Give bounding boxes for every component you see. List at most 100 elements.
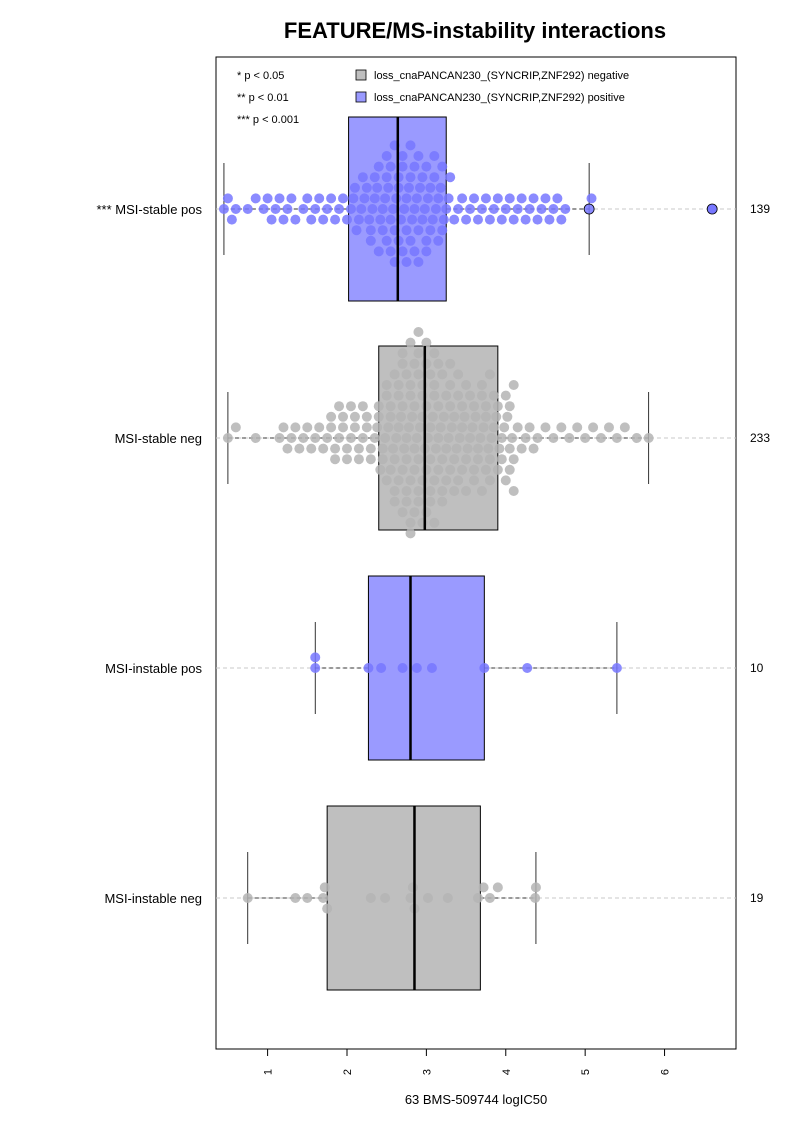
data-point — [461, 454, 472, 465]
data-point — [409, 358, 420, 369]
data-point — [353, 443, 364, 454]
data-point — [381, 380, 392, 390]
data-point — [580, 433, 591, 443]
data-point — [619, 422, 630, 433]
data-point — [429, 380, 440, 390]
data-point — [376, 663, 387, 673]
data-point — [530, 893, 541, 903]
data-point — [380, 433, 391, 443]
data-point — [286, 193, 297, 204]
data-point — [381, 172, 392, 183]
data-point — [359, 193, 370, 204]
data-point — [377, 443, 388, 454]
data-point — [484, 454, 495, 465]
data-point — [330, 214, 341, 225]
data-point — [413, 486, 424, 496]
sig-legend-1: * p < 0.05 — [237, 70, 284, 82]
data-point — [345, 433, 356, 443]
group-2: MSI-instable pos 10 — [105, 575, 764, 761]
data-point — [421, 246, 432, 257]
data-point — [385, 214, 396, 225]
data-point — [407, 214, 418, 225]
data-point — [492, 464, 503, 475]
sig-legend-3: *** p < 0.001 — [237, 114, 299, 126]
data-point — [500, 475, 511, 486]
data-point — [363, 663, 374, 673]
data-point — [480, 401, 491, 412]
data-point — [365, 225, 376, 236]
data-point — [282, 443, 293, 454]
data-point — [449, 214, 460, 225]
data-point — [437, 496, 448, 507]
data-point — [397, 663, 408, 673]
data-point — [373, 411, 384, 422]
data-point — [443, 433, 454, 443]
data-point — [472, 214, 483, 225]
data-point — [338, 193, 349, 204]
data-point — [532, 433, 543, 443]
data-point — [453, 369, 464, 380]
data-point — [425, 225, 436, 236]
data-point — [536, 204, 547, 214]
data-point — [426, 663, 437, 673]
data-point — [349, 411, 360, 422]
data-point — [430, 443, 441, 454]
x-tick-label: 3 — [421, 1069, 433, 1075]
data-point — [421, 358, 432, 369]
data-point — [445, 380, 456, 390]
data-point — [338, 422, 349, 433]
data-point — [508, 380, 519, 390]
data-point — [437, 161, 448, 172]
data-point — [480, 193, 491, 204]
data-point — [397, 507, 408, 518]
data-point — [401, 486, 412, 496]
data-point — [391, 193, 402, 204]
data-point — [250, 433, 261, 443]
data-point — [345, 401, 356, 412]
data-point — [496, 433, 507, 443]
data-point — [472, 454, 483, 465]
data-point — [449, 411, 460, 422]
data-point — [405, 172, 416, 183]
group-label: MSI-instable neg — [104, 891, 202, 906]
data-point — [429, 151, 440, 161]
data-point — [504, 401, 515, 412]
data-point — [492, 882, 503, 893]
data-point — [611, 663, 622, 673]
data-point — [365, 443, 376, 454]
data-point — [492, 193, 503, 204]
data-point — [274, 433, 285, 443]
data-point — [397, 246, 408, 257]
data-point — [401, 193, 412, 204]
data-point — [310, 433, 321, 443]
data-point — [391, 433, 402, 443]
data-point — [454, 433, 465, 443]
data-point — [572, 422, 583, 433]
data-point — [407, 882, 418, 893]
data-point — [372, 182, 383, 193]
data-point — [388, 443, 399, 454]
data-point — [417, 214, 428, 225]
data-point — [341, 214, 352, 225]
data-point — [401, 257, 412, 267]
data-point — [369, 433, 380, 443]
significance-legend: * p < 0.05 ** p < 0.01 *** p < 0.001 — [237, 70, 299, 126]
data-point — [377, 204, 388, 214]
data-point — [381, 390, 392, 401]
data-point — [483, 443, 494, 454]
data-point — [399, 443, 410, 454]
data-point — [516, 443, 527, 454]
data-point — [405, 517, 416, 528]
data-point — [437, 369, 448, 380]
data-point — [407, 411, 418, 422]
data-point — [411, 193, 422, 204]
data-point — [322, 433, 333, 443]
group-label: MSI-instable pos — [105, 661, 202, 676]
data-point — [532, 214, 543, 225]
data-point — [457, 464, 468, 475]
data-point — [375, 464, 386, 475]
data-point — [446, 422, 457, 433]
data-point — [467, 422, 478, 433]
data-point — [429, 475, 440, 486]
